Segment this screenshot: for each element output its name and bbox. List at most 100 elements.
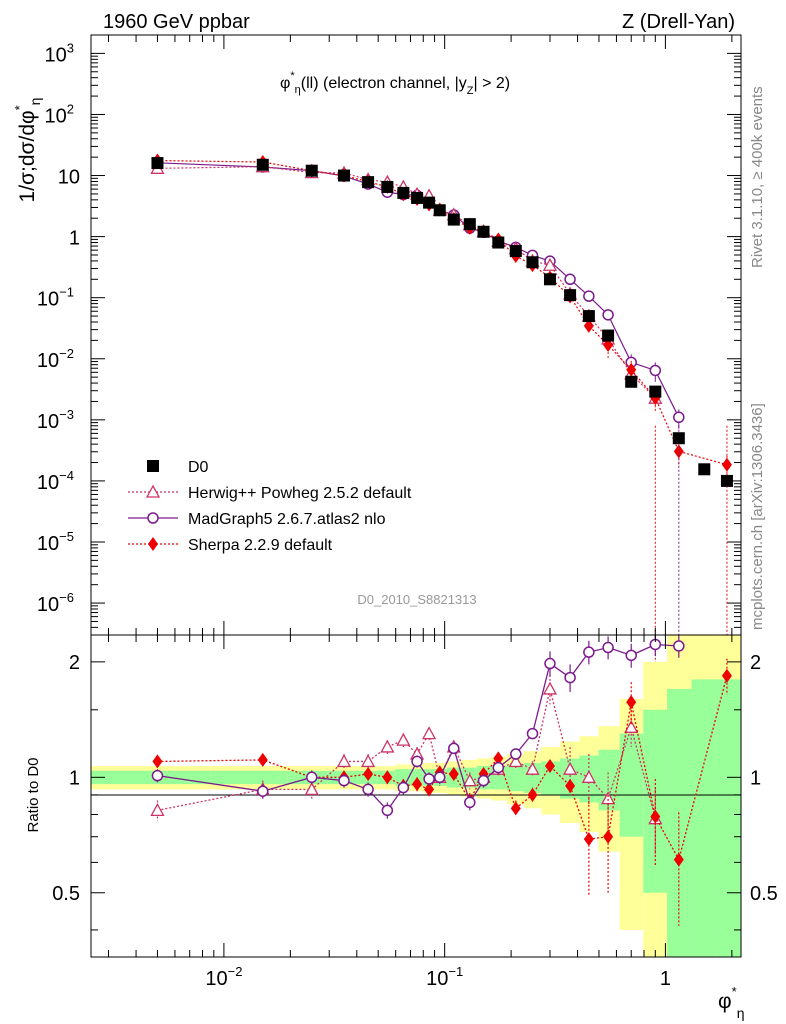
y-label-star: *	[12, 105, 27, 110]
data-point	[305, 164, 318, 177]
x-label-phi: φ	[718, 990, 732, 1013]
ratio-marker	[257, 785, 269, 797]
ratio-band-green	[715, 679, 741, 957]
ratio-marker	[382, 770, 393, 785]
ratio-tick-label-left: 1	[69, 767, 80, 789]
data-point	[672, 432, 685, 445]
legend-label: Herwig++ Powheg 2.5.2 default	[188, 485, 412, 502]
ratio-marker	[565, 778, 576, 793]
title-star: *	[290, 70, 295, 82]
main-series-marker	[721, 457, 732, 472]
ratio-band-green	[643, 709, 668, 893]
data-point	[509, 245, 522, 258]
ratio-marker	[448, 767, 459, 782]
ratio-marker	[306, 771, 318, 784]
header-left: 1960 GeV ppbar	[103, 11, 250, 33]
ratio-marker	[527, 787, 538, 802]
data-point	[256, 158, 269, 171]
ratio-marker	[562, 761, 578, 775]
ratio-marker	[510, 748, 522, 760]
x-axis-label: φ*η	[718, 984, 744, 1021]
y-tick-label: 10−3	[37, 407, 74, 433]
ratio-band-green	[691, 679, 716, 957]
main-series-marker	[673, 411, 685, 424]
ratio-tick-label-right: 0.5	[750, 883, 778, 905]
y-tick-label: 102	[45, 101, 74, 127]
ratio-marker	[542, 681, 558, 695]
data-point	[362, 176, 375, 189]
ratio-marker	[151, 769, 164, 782]
data-point	[698, 463, 711, 476]
y-tick-label: 10−5	[37, 529, 74, 555]
ratio-marker	[424, 782, 435, 797]
ratio-marker	[525, 761, 540, 775]
data-point	[397, 186, 410, 199]
side-label-rivet: Rivet 3.1.10, ≥ 400k events	[749, 86, 766, 268]
title-phi: φ	[280, 75, 290, 92]
ratio-marker	[361, 754, 376, 768]
main-series-marker	[564, 273, 576, 286]
main-series-marker	[583, 318, 594, 333]
data-point	[492, 236, 505, 249]
data-point	[477, 225, 490, 238]
data-point	[381, 180, 394, 193]
x-label-eta: η	[737, 1005, 745, 1021]
ratio-marker	[423, 773, 435, 785]
ratio-marker	[336, 754, 352, 768]
ratio-series-group	[152, 658, 732, 926]
main-series-line	[157, 166, 656, 399]
title-rest1: (ll) (electron channel, |y	[301, 75, 467, 92]
y-tick-label: 10−2	[37, 346, 74, 372]
legend-marker	[145, 484, 161, 498]
x-tick-label: 10−1	[426, 964, 463, 990]
ratio-band-green	[541, 761, 561, 795]
ratio-marker	[583, 646, 595, 658]
ratio-marker	[152, 754, 163, 769]
ratio-marker	[583, 832, 594, 847]
ratio-marker	[381, 804, 394, 817]
analysis-watermark: D0_2010_S8821313	[357, 592, 476, 607]
legend-label: MadGraph5 2.6.7.atlas2 nlo	[188, 511, 386, 528]
legend: D0 Herwig++ Powheg 2.5.2 default MadGraph5…	[128, 459, 412, 554]
title-sub-z: Z	[467, 85, 474, 97]
ratio-tick-label-right: 2	[750, 652, 761, 674]
x-label-star: *	[732, 984, 737, 999]
data-point	[582, 310, 595, 323]
ratio-marker	[462, 773, 477, 787]
x-tick-label: 10−2	[205, 964, 242, 990]
ratio-marker	[477, 774, 490, 787]
data-point	[526, 256, 539, 269]
ratio-band-green	[507, 764, 525, 792]
legend-label: D0	[188, 459, 209, 476]
ratio-marker	[304, 782, 319, 796]
ratio-marker	[150, 803, 165, 817]
ratio-band-green	[667, 688, 692, 957]
main-series-marker	[542, 257, 558, 271]
header-right: Z (Drell-Yan)	[622, 11, 735, 33]
ratio-frame	[90, 634, 742, 958]
ratio-y-label: Ratio to D0	[25, 757, 42, 832]
data-point	[447, 213, 460, 226]
data-point	[649, 385, 662, 398]
ratio-marker	[721, 668, 732, 683]
ratio-band-green	[210, 770, 288, 785]
title-eta: η	[295, 84, 301, 96]
ratio-marker	[625, 649, 637, 662]
ratio-marker	[492, 761, 505, 774]
data-point	[411, 191, 424, 204]
ratio-panel: 2 2 1 1 0.5 0.5 10−2 10−1 1	[52, 35, 778, 990]
y-tick-label: 1	[69, 228, 80, 250]
data-point	[564, 289, 577, 302]
x-tick-label: 1	[660, 968, 671, 990]
y-tick-label: 10−4	[37, 468, 74, 494]
y-tick-label: 10	[58, 167, 80, 189]
ratio-marker	[421, 726, 437, 740]
ratio-marker	[510, 801, 521, 816]
ratio-marker	[338, 774, 350, 787]
ratio-marker	[544, 759, 555, 774]
ratio-marker	[464, 796, 476, 809]
data-series-group	[151, 157, 733, 487]
main-series-marker	[626, 362, 637, 377]
ratio-marker	[624, 719, 639, 733]
